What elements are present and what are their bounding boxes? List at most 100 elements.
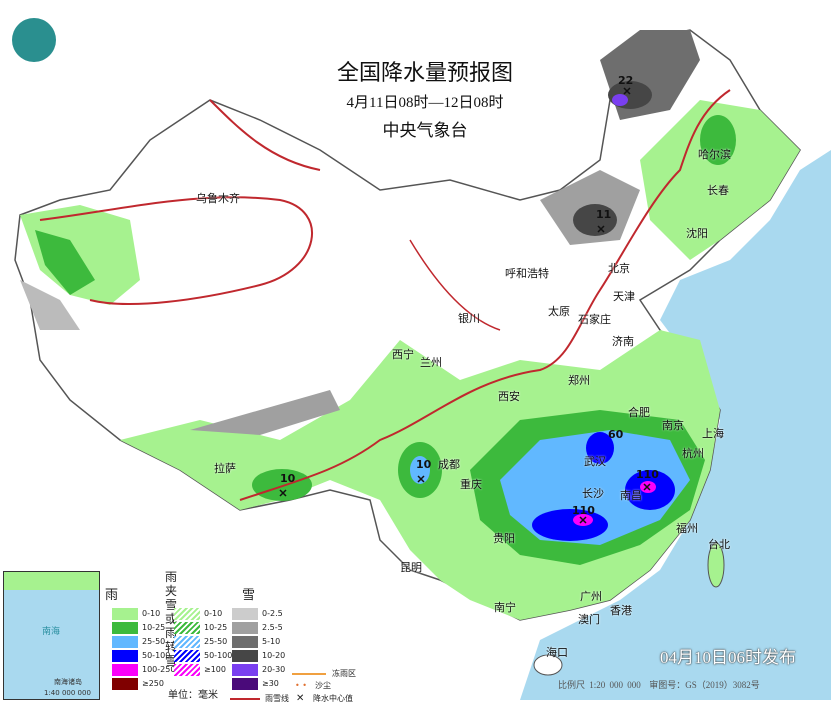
city-label: 南昌: [620, 489, 642, 502]
city-label: 兰州: [420, 356, 442, 369]
legend-swatch-sleet: [174, 636, 200, 648]
city-label: 西安: [498, 390, 520, 403]
legend-label-sleet: 50-100: [204, 651, 233, 660]
precipitation-center-value: 60: [608, 428, 624, 441]
city-label: 呼和浩特: [505, 267, 549, 280]
legend-snow-title: 雪: [242, 588, 256, 603]
legend-cross-label: 降水中心值: [313, 694, 353, 703]
legend-label-rain: 25-50: [142, 637, 166, 646]
legend-swatch-snow: [232, 636, 258, 648]
rain-50-100-area-wuhan: [586, 432, 614, 464]
city-label: 澳门: [578, 613, 600, 626]
city-label: 南宁: [494, 601, 516, 614]
map-title-block: 全国降水量预报图 4月11日08时—12日08时 中央气象台: [300, 55, 550, 141]
city-label: 福州: [676, 522, 698, 535]
rain-0-10-area-northeast: [640, 100, 800, 260]
precipitation-center-value: 11: [596, 208, 612, 221]
legend-label-snow: 20-30: [262, 665, 286, 674]
inset-name: 南海诸岛: [54, 678, 82, 686]
snow-10-20-area-im: [573, 204, 617, 236]
legend-label-snow: ≥30: [262, 679, 279, 688]
legend-rain-title: 雨: [105, 588, 119, 603]
rain-10-25-area-northeast: [700, 115, 736, 165]
legend-rain-snow-line: [230, 698, 260, 700]
city-label: 天津: [613, 290, 635, 303]
legend-label-snow: 0-2.5: [262, 609, 283, 618]
precipitation-center-value: 10: [280, 472, 296, 485]
city-label: 拉萨: [214, 462, 236, 475]
rain-0-10-area-west: [20, 205, 140, 305]
city-label: 广州: [580, 590, 602, 603]
legend-swatch-rain: [112, 608, 138, 620]
legend-swatch-sleet: [174, 664, 200, 676]
legend-swatch-rain: [112, 622, 138, 634]
city-label: 郑州: [568, 374, 590, 387]
inset-scale: 1:40 000 000: [44, 689, 91, 697]
inset-sea-label: 南海: [42, 627, 61, 637]
precipitation-center-value: 110: [636, 468, 659, 481]
legend-swatch-rain: [112, 664, 138, 676]
cma-logo: [12, 18, 56, 62]
legend-orange-line-label: 冻雨区: [332, 669, 356, 678]
legend-label-snow: 10-20: [262, 651, 286, 660]
city-label: 北京: [608, 262, 630, 275]
snow-area-west: [20, 280, 80, 330]
release-time: 04月10日06时发布: [660, 648, 796, 667]
rain-25-50-area-sichuan: [410, 456, 430, 484]
legend-swatch-sleet: [174, 608, 200, 620]
city-label: 昆明: [400, 561, 422, 574]
legend-label-rain: 10-25: [142, 623, 166, 632]
legend-label-rain: 100-250: [142, 665, 176, 674]
legend-label-sleet: 0-10: [204, 609, 223, 618]
city-label: 银川: [458, 312, 480, 325]
snow-20-30-area: [612, 94, 628, 106]
snow-area-plateau: [190, 390, 340, 435]
hainan-island: [533, 654, 563, 676]
city-label: 海口: [546, 646, 568, 659]
city-label: 上海: [702, 427, 724, 440]
legend-label-rain: 50-100: [142, 651, 171, 660]
city-label: 香港: [610, 604, 632, 617]
legend-label-snow: 5-10: [262, 637, 281, 646]
precipitation-center-value: 10: [416, 458, 432, 471]
legend-unit: 单位：毫米: [168, 690, 218, 701]
legend-rain-snow-line-label: 雨雪线: [265, 694, 289, 703]
legend-swatch-snow: [232, 650, 258, 662]
legend-label-rain: 0-10: [142, 609, 161, 618]
legend-orange-line: [292, 673, 326, 675]
legend-cross-icon: ✕: [296, 693, 305, 704]
city-label: 西宁: [392, 348, 414, 361]
rain-10-25-area-west: [35, 230, 95, 295]
legend-swatch-rain: [112, 678, 138, 690]
city-label: 杭州: [682, 447, 704, 460]
legend-swatch-sleet: [174, 622, 200, 634]
city-label: 武汉: [584, 455, 606, 468]
legend-label-sleet: 10-25: [204, 623, 228, 632]
legend-swatch-sleet: [174, 650, 200, 662]
scale-text: 比例尺 1:20 000 000: [558, 680, 641, 690]
legend-swatch-snow: [232, 664, 258, 676]
city-label: 太原: [548, 305, 570, 318]
legend-label-sleet: 25-50: [204, 637, 228, 646]
city-label: 石家庄: [578, 313, 611, 326]
rain-50-100-area: [532, 509, 608, 541]
city-label: 济南: [612, 335, 634, 348]
scale-and-map-number: 比例尺 1:20 000 000 审图号：GS（2019）3082号: [558, 680, 760, 691]
city-label: 长春: [707, 184, 729, 197]
rain-snow-line-xinjiang: [39, 196, 314, 306]
rain-snow-line-main: [239, 89, 731, 501]
precipitation-center-markers: [279, 87, 651, 524]
city-label: 哈尔滨: [698, 148, 731, 161]
rain-snow-line-north-xinjiang: [209, 99, 321, 171]
city-label: 长沙: [582, 487, 604, 500]
city-label: 合肥: [628, 406, 650, 419]
legend-dots-label: 沙尘: [315, 681, 331, 690]
taiwan-island: [707, 542, 725, 588]
precipitation-center-value: 110: [572, 504, 595, 517]
legend-dots-icon: • •: [295, 681, 307, 690]
legend-swatch-snow: [232, 678, 258, 690]
precipitation-center-value: 22: [618, 74, 634, 87]
issuer: 中央气象台: [382, 121, 468, 141]
map-title: 全国降水量预报图: [336, 61, 513, 86]
